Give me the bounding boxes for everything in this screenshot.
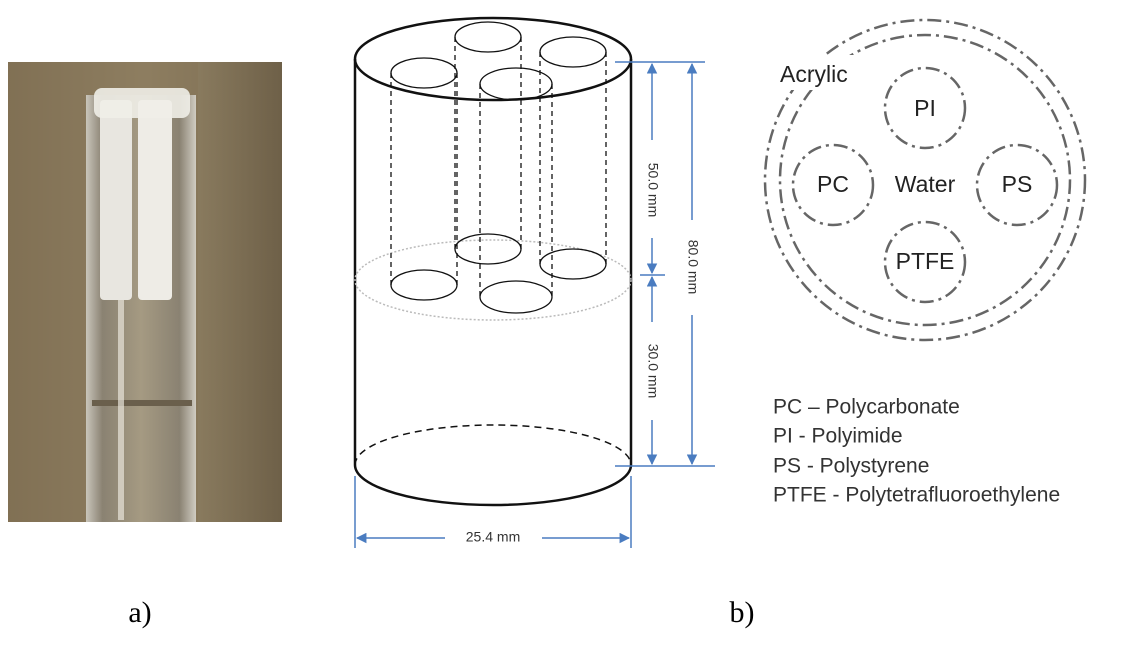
tube-top <box>480 68 552 100</box>
tube-top <box>455 22 521 52</box>
photo-cap <box>94 88 190 118</box>
panel-label: b) <box>730 596 755 629</box>
water-plane <box>355 240 631 320</box>
legend: PC – Polycarbonate PI - Polyimide PS - P… <box>773 396 1060 507</box>
legend-entry: PC – Polycarbonate <box>773 396 960 419</box>
cylinder <box>355 18 631 505</box>
tube-top <box>540 37 606 67</box>
material-label: PI <box>914 95 936 121</box>
material-label: PC <box>817 171 849 197</box>
dim-label: 30.0 mm <box>645 344 661 398</box>
photo <box>8 62 282 522</box>
cross-section: Acrylic PI PC Water PS PTFE <box>765 20 1085 340</box>
tube-bottom <box>480 281 552 313</box>
panel-label: a) <box>128 596 151 629</box>
dim-label: 25.4 mm <box>466 529 520 545</box>
tube-top <box>391 58 457 88</box>
photo-insert <box>138 100 172 300</box>
material-label: Acrylic <box>780 61 848 87</box>
material-label: PS <box>1002 171 1033 197</box>
cylinder-bottom <box>355 465 631 505</box>
material-label: PTFE <box>896 248 955 274</box>
legend-entry: PS - Polystyrene <box>773 455 929 478</box>
dimensions: 50.0 mm 80.0 mm 30.0 mm 25.4 mm <box>355 62 715 548</box>
material-label: Water <box>895 171 956 197</box>
cylinder-bottom-hidden <box>355 425 631 465</box>
legend-entry: PTFE - Polytetrafluoroethylene <box>773 484 1060 507</box>
photo-water-line <box>92 400 192 406</box>
photo-highlight <box>118 300 124 520</box>
figure: a) <box>0 0 1147 663</box>
tube-bottom <box>455 234 521 264</box>
tube-bottom <box>391 270 457 300</box>
tube-bottom <box>540 249 606 279</box>
photo-insert <box>100 100 132 300</box>
cylinder-top <box>355 18 631 100</box>
dim-label: 50.0 mm <box>645 163 661 217</box>
legend-entry: PI - Polyimide <box>773 425 903 448</box>
dim-label: 80.0 mm <box>685 240 701 294</box>
inner-tubes <box>391 22 606 313</box>
